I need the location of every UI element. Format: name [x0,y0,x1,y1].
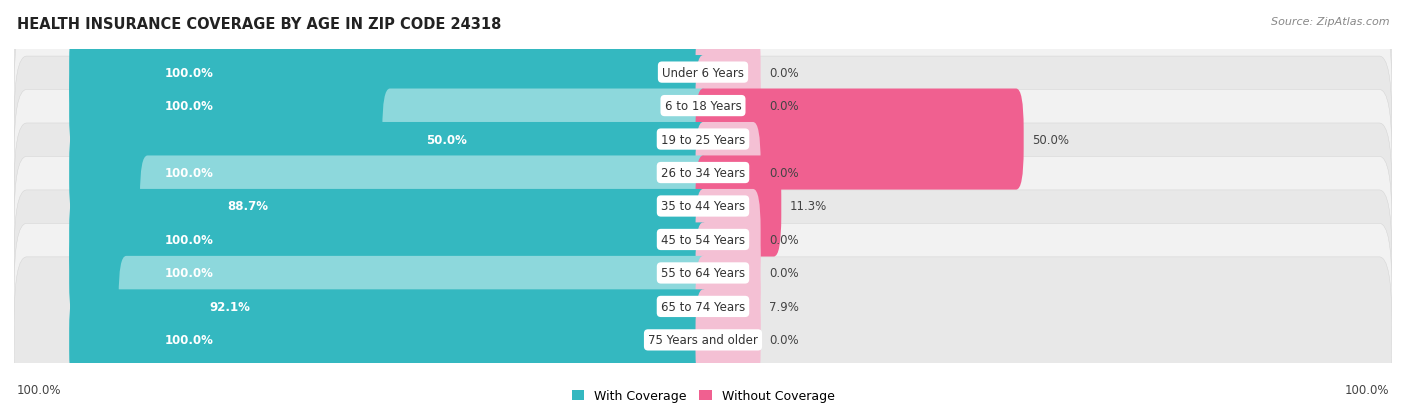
FancyBboxPatch shape [696,256,761,357]
Text: Source: ZipAtlas.com: Source: ZipAtlas.com [1271,17,1389,26]
Text: 75 Years and older: 75 Years and older [648,334,758,347]
Text: 100.0%: 100.0% [165,233,214,247]
FancyBboxPatch shape [14,57,1392,223]
FancyBboxPatch shape [696,290,761,390]
Text: 50.0%: 50.0% [426,133,467,146]
FancyBboxPatch shape [69,190,710,290]
FancyBboxPatch shape [141,156,710,257]
Text: 0.0%: 0.0% [769,267,799,280]
FancyBboxPatch shape [14,24,1392,189]
FancyBboxPatch shape [14,190,1392,356]
Text: HEALTH INSURANCE COVERAGE BY AGE IN ZIP CODE 24318: HEALTH INSURANCE COVERAGE BY AGE IN ZIP … [17,17,502,31]
Text: 65 to 74 Years: 65 to 74 Years [661,300,745,313]
Text: 100.0%: 100.0% [165,66,214,79]
Text: 0.0%: 0.0% [769,233,799,247]
Text: 11.3%: 11.3% [789,200,827,213]
Text: 45 to 54 Years: 45 to 54 Years [661,233,745,247]
FancyBboxPatch shape [696,56,761,157]
FancyBboxPatch shape [14,123,1392,290]
FancyBboxPatch shape [696,89,1024,190]
Text: 50.0%: 50.0% [1032,133,1069,146]
Text: 100.0%: 100.0% [165,267,214,280]
FancyBboxPatch shape [14,0,1392,156]
Text: 100.0%: 100.0% [165,166,214,180]
Text: 35 to 44 Years: 35 to 44 Years [661,200,745,213]
Legend: With Coverage, Without Coverage: With Coverage, Without Coverage [567,385,839,408]
FancyBboxPatch shape [696,156,782,257]
FancyBboxPatch shape [696,23,761,123]
Text: 0.0%: 0.0% [769,66,799,79]
Text: 0.0%: 0.0% [769,334,799,347]
FancyBboxPatch shape [69,223,710,324]
Text: Under 6 Years: Under 6 Years [662,66,744,79]
FancyBboxPatch shape [14,257,1392,413]
Text: 88.7%: 88.7% [226,200,269,213]
Text: 92.1%: 92.1% [209,300,250,313]
Text: 19 to 25 Years: 19 to 25 Years [661,133,745,146]
FancyBboxPatch shape [14,90,1392,256]
FancyBboxPatch shape [118,256,710,357]
FancyBboxPatch shape [69,290,710,390]
Text: 100.0%: 100.0% [165,334,214,347]
FancyBboxPatch shape [14,157,1392,323]
Text: 100.0%: 100.0% [1344,384,1389,396]
Text: 100.0%: 100.0% [165,100,214,113]
FancyBboxPatch shape [69,123,710,223]
FancyBboxPatch shape [14,224,1392,389]
FancyBboxPatch shape [69,23,710,123]
Text: 0.0%: 0.0% [769,166,799,180]
FancyBboxPatch shape [382,89,710,190]
FancyBboxPatch shape [696,190,761,290]
Text: 6 to 18 Years: 6 to 18 Years [665,100,741,113]
Text: 7.9%: 7.9% [769,300,799,313]
FancyBboxPatch shape [696,223,761,324]
Text: 26 to 34 Years: 26 to 34 Years [661,166,745,180]
Text: 55 to 64 Years: 55 to 64 Years [661,267,745,280]
FancyBboxPatch shape [69,56,710,157]
FancyBboxPatch shape [696,123,761,223]
Text: 0.0%: 0.0% [769,100,799,113]
Text: 100.0%: 100.0% [17,384,62,396]
